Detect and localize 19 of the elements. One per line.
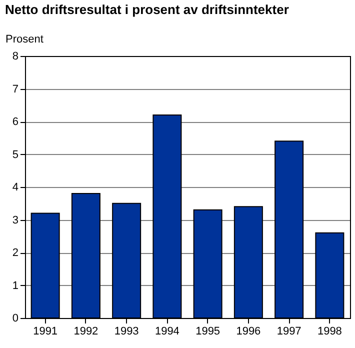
chart-title: Netto driftsresultat i prosent av driftsinntekter [5, 2, 289, 17]
y-axis-title: Prosent [6, 34, 44, 46]
x-tick-label: 1993 [114, 326, 139, 338]
y-tick-label: 8 [12, 50, 18, 62]
y-tick-label: 5 [12, 148, 18, 161]
x-tick-label: 1998 [317, 326, 342, 338]
x-tick-label: 1992 [74, 326, 98, 338]
x-tick-label: 1997 [276, 326, 302, 338]
x-tick-label: 1991 [33, 326, 58, 338]
y-tick-label: 3 [12, 214, 18, 226]
y-tick-label: 0 [12, 312, 18, 324]
x-tick-label: 1994 [154, 326, 180, 338]
x-tick-label: 1996 [236, 326, 261, 338]
y-tick-label: 6 [12, 116, 18, 128]
y-tick-label: 2 [12, 247, 18, 259]
y-tick-label: 4 [12, 182, 18, 194]
y-tick-label: 1 [12, 280, 18, 292]
y-tick-label: 7 [12, 83, 18, 96]
x-tick-label: 1995 [196, 326, 220, 338]
